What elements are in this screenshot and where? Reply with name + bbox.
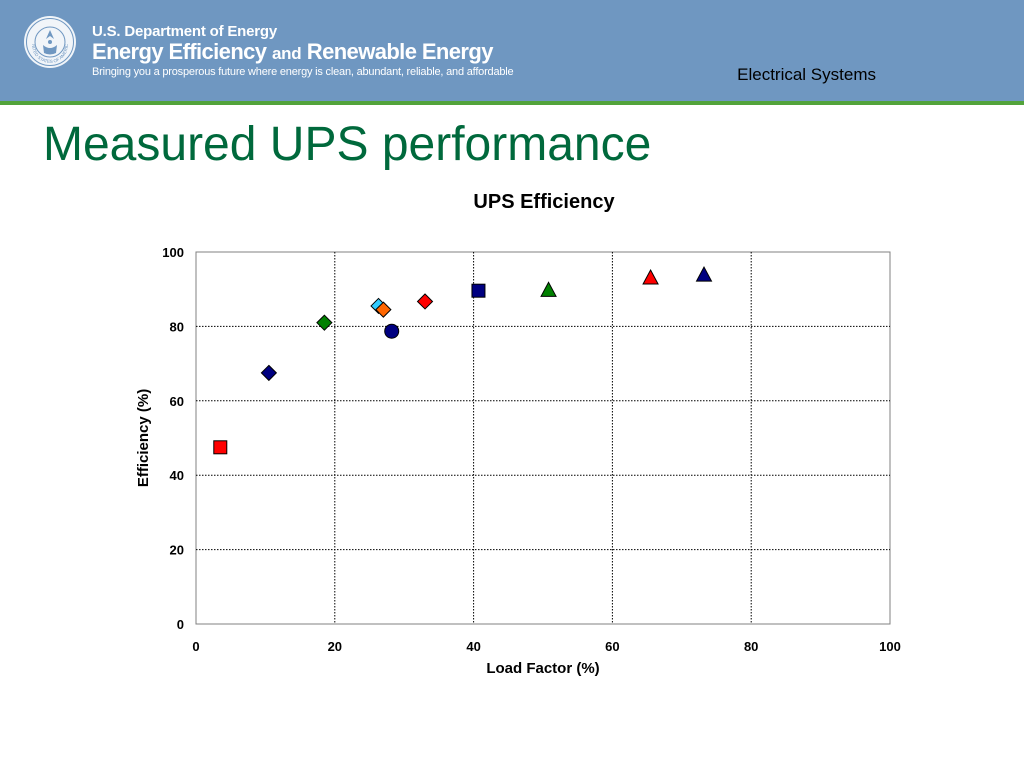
- header-divider: [0, 101, 1024, 105]
- chart-title: UPS Efficiency: [473, 191, 615, 213]
- grid-lines: [196, 252, 890, 624]
- x-tick-label: 60: [605, 639, 619, 654]
- x-tick-label: 80: [744, 639, 758, 654]
- data-point-diamond: [260, 364, 278, 382]
- plot-area: [195, 251, 891, 625]
- data-point-diamond: [416, 293, 434, 310]
- tagline: Bringing you a prosperous future where e…: [92, 66, 514, 78]
- data-point-triangle: [642, 268, 659, 285]
- y-tick-label: 40: [170, 468, 184, 483]
- y-tick-label: 0: [177, 617, 184, 632]
- slide-title: Measured UPS performance: [43, 118, 652, 171]
- y-tick-label: 60: [170, 394, 184, 409]
- agency-name: U.S. Department of Energy: [92, 23, 278, 40]
- x-axis-ticks: 0 20 40 60 80 100: [192, 639, 900, 654]
- program-name-part1: Energy Efficiency: [92, 39, 267, 64]
- data-point-diamond: [316, 314, 333, 331]
- y-axis-ticks: 0 20 40 60 80 100: [162, 245, 184, 632]
- program-name-and: and: [271, 44, 302, 63]
- ups-efficiency-chart: UPS Efficiency 0 20 40 60 80 100 0 20 40 60 80 100…: [135, 191, 901, 677]
- data-point-square: [471, 283, 486, 298]
- section-label: Electrical Systems: [737, 65, 876, 84]
- program-name: Energy Efficiency and Renewable Energy: [92, 39, 493, 65]
- program-name-part2: Renewable Energy: [306, 39, 494, 64]
- x-tick-label: 20: [328, 639, 342, 654]
- data-points: [213, 266, 713, 455]
- x-tick-label: 40: [466, 639, 480, 654]
- y-axis-label: Efficiency (%): [135, 389, 152, 487]
- data-point-triangle: [540, 281, 557, 297]
- data-point-circle: [384, 323, 400, 339]
- y-tick-label: 100: [162, 245, 184, 260]
- data-point-diamond: [375, 301, 392, 318]
- doe-seal-icon: UNITED STATES OF AMERICA: [23, 15, 76, 68]
- header-banner: UNITED STATES OF AMERICA U.S. Department…: [0, 0, 1024, 101]
- x-tick-label: 100: [879, 639, 901, 654]
- x-axis-label: Load Factor (%): [486, 660, 599, 677]
- data-point-triangle: [695, 266, 713, 282]
- x-tick-label: 0: [192, 639, 199, 654]
- data-point-square: [213, 440, 228, 455]
- y-tick-label: 80: [170, 319, 184, 334]
- y-tick-label: 20: [170, 543, 184, 558]
